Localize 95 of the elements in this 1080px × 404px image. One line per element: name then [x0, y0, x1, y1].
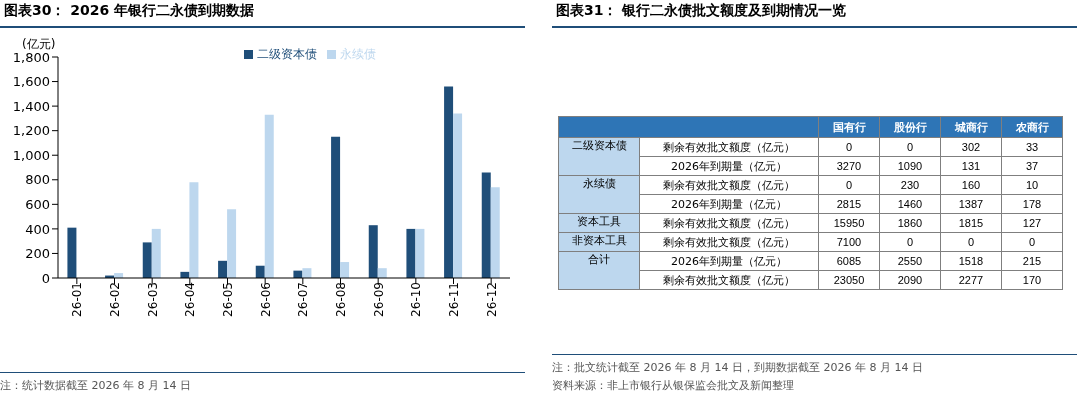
data-label: 178: [1001, 194, 1063, 214]
legend-label: 二级资本债: [257, 47, 317, 61]
data-label: 10: [1001, 175, 1063, 195]
y2-tick-label: 合计: [558, 251, 640, 290]
y2-tick-label: 非资本工具: [558, 232, 640, 252]
data-label: 0: [940, 232, 1002, 252]
x-tick-label: 26-01: [70, 282, 85, 317]
x-tick-label: 26-11: [447, 282, 462, 317]
y-tick-label: 1,200: [12, 123, 50, 139]
data-label: 0: [818, 137, 880, 157]
y2-tick-label: 永续债: [558, 175, 640, 214]
bar: [67, 227, 77, 278]
x-tick-label: 26-10: [409, 282, 424, 317]
bar: [218, 260, 228, 278]
data-label: 7100: [818, 232, 880, 252]
x-tick-label: 26-04: [183, 282, 198, 317]
data-label: 37: [1001, 156, 1063, 176]
x-tick-label: 股份行: [879, 116, 941, 138]
data-label: 1518: [940, 251, 1002, 271]
chart-title: 图表30： 2026 年银行二永债到期数据: [0, 0, 525, 28]
bar: [302, 268, 312, 278]
x-tick-label: 26-12: [484, 282, 499, 317]
bar: [481, 172, 491, 278]
y-tick-label: 1,000: [12, 147, 50, 163]
data-label: 215: [1001, 251, 1063, 271]
x-tick-label: 26-09: [371, 282, 386, 317]
data-label: 170: [1001, 270, 1063, 290]
data-label: 1860: [879, 213, 941, 233]
data-label: 127: [1001, 213, 1063, 233]
x-tick-label: 国有行: [818, 116, 880, 138]
data-label: 1460: [879, 194, 941, 214]
bar: [142, 242, 152, 278]
x-tick-label: 26-08: [334, 282, 349, 317]
data-label: 2550: [879, 251, 941, 271]
data-label: 3270: [818, 156, 880, 176]
data-label: 160: [940, 175, 1002, 195]
bar: [490, 187, 500, 278]
data-label: 0: [879, 137, 941, 157]
data-label: 15950: [818, 213, 880, 233]
y-tick-label: 2026年到期量（亿元）: [639, 194, 819, 214]
y-tick-label: 800: [25, 172, 50, 188]
y-tick-label: 剩余有效批文额度（亿元）: [639, 137, 819, 157]
bar: [368, 225, 378, 278]
text: 图表31： 银行二永债批文额度及到期情况一览: [552, 0, 1077, 28]
data-label: 6085: [818, 251, 880, 271]
data-label: 0: [818, 175, 880, 195]
data-label: 1387: [940, 194, 1002, 214]
data-label: 0: [879, 232, 941, 252]
data-label: 33: [1001, 137, 1063, 157]
data-label: 131: [940, 156, 1002, 176]
y-tick-label: 1,600: [12, 74, 50, 90]
y-tick-label: 剩余有效批文额度（亿元）: [639, 232, 819, 252]
bar: [377, 268, 387, 278]
y-tick-label: 剩余有效批文额度（亿元）: [639, 270, 819, 290]
y-tick-label: 2026年到期量（亿元）: [639, 251, 819, 271]
bar: [340, 262, 350, 278]
data-label: 1815: [940, 213, 1002, 233]
data-label: 23050: [818, 270, 880, 290]
bar: [415, 228, 425, 278]
bar: [227, 209, 237, 278]
x-tick-label: 城商行: [940, 116, 1002, 138]
y-tick-label: 剩余有效批文额度（亿元）: [639, 213, 819, 233]
y-tick-label: 400: [25, 221, 50, 237]
bar: [264, 114, 274, 278]
y-tick-label: 1,400: [12, 98, 50, 114]
y-tick-label: 2026年到期量（亿元）: [639, 156, 819, 176]
x-tick-label: 26-03: [145, 282, 160, 317]
y-tick-label: 600: [25, 196, 50, 212]
data-label: 230: [879, 175, 941, 195]
x-tick-label: 26-02: [108, 282, 123, 317]
bar: [444, 86, 454, 278]
bar: [453, 113, 463, 278]
bar: [151, 228, 161, 278]
x-tick-label: 26-05: [221, 282, 236, 317]
y-tick-label: 200: [25, 246, 50, 262]
y2-tick-label: 资本工具: [558, 213, 640, 233]
x-tick-label: 农商行: [1001, 116, 1063, 138]
data-label: 2815: [818, 194, 880, 214]
text: 注：统计数据截至 2026 年 8 月 14 日: [0, 378, 192, 394]
bar: [406, 228, 416, 278]
y-tick-label: 0: [41, 270, 50, 286]
bar: [189, 182, 199, 278]
data-label: 2090: [879, 270, 941, 290]
text: 资料来源：非上市银行从银保监会批文及新闻整理: [552, 378, 795, 394]
y2-tick-label: 二级资本债: [558, 137, 640, 176]
x-tick-label: 26-07: [296, 282, 311, 317]
legend-label: 永续债: [340, 47, 376, 61]
y-tick-label: 剩余有效批文额度（亿元）: [639, 175, 819, 195]
data-label: 302: [940, 137, 1002, 157]
x-tick-label: 26-06: [258, 282, 273, 317]
text: 注：批文统计截至 2026 年 8 月 14 日，到期数据截至 2026 年 8 月 14 日: [552, 360, 924, 376]
data-label: 0: [1001, 232, 1063, 252]
data-label: 2277: [940, 270, 1002, 290]
data-label: 1090: [879, 156, 941, 176]
bar: [331, 136, 341, 278]
